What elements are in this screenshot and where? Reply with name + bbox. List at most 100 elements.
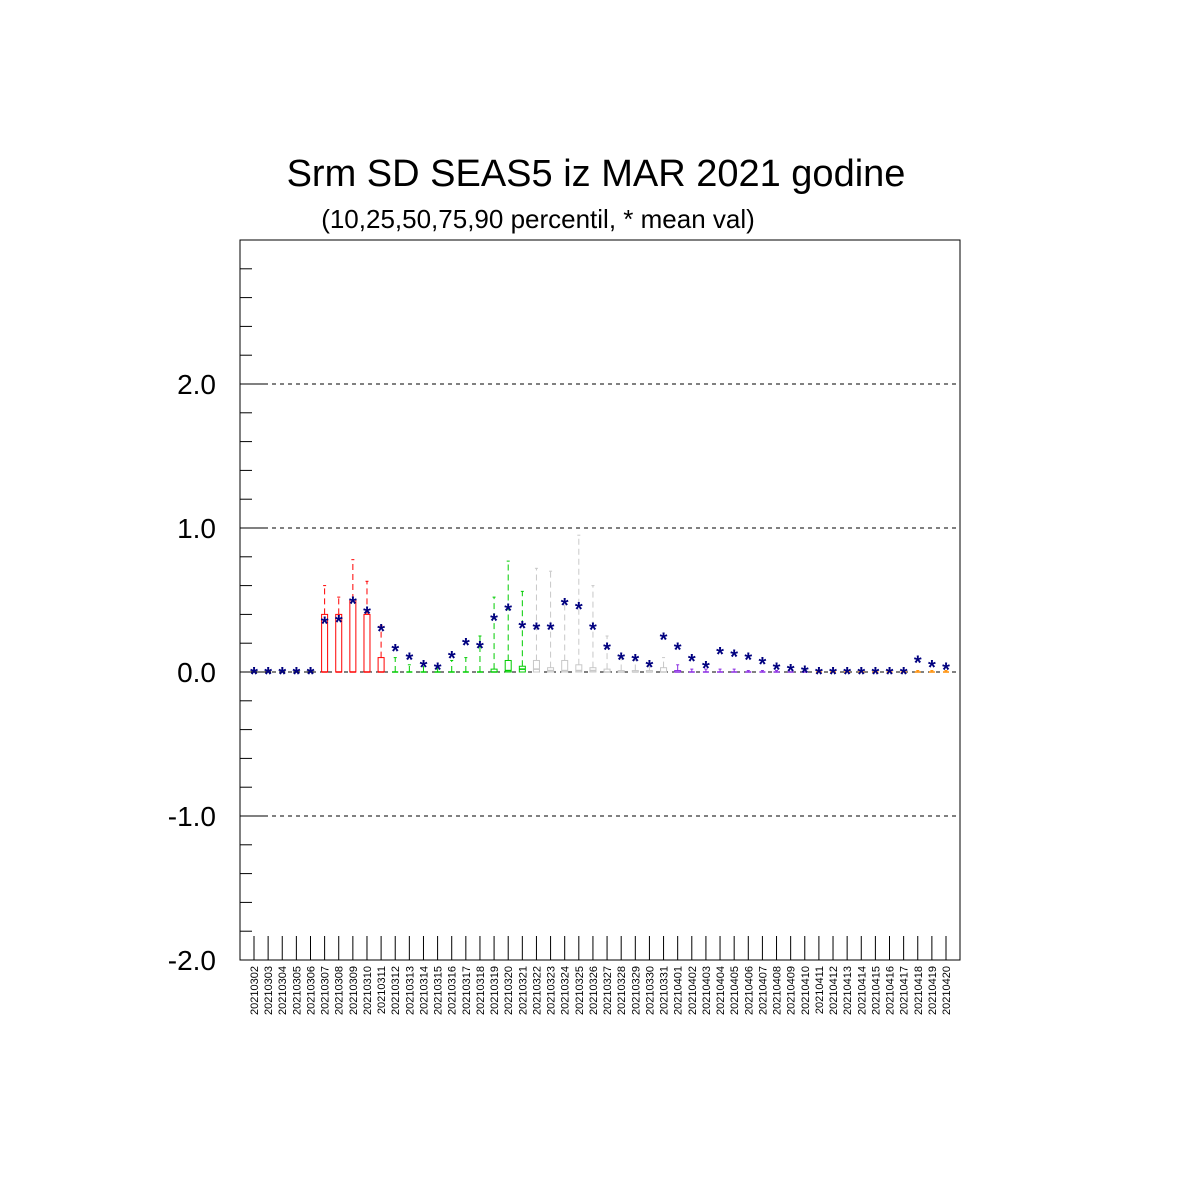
iqr-box [504,659,512,673]
mean-marker: * [377,621,385,643]
x-tick-label: 20210403 [701,966,713,1015]
x-tick-label: 20210407 [757,966,769,1015]
x-tick-label: 20210319 [489,966,501,1015]
x-tick-label: 20210404 [715,966,727,1015]
x-tick-label: 20210303 [263,966,275,1015]
mean-marker: * [278,664,286,686]
y-tick-label: 2.0 [177,369,216,400]
box-20210403 [702,668,709,673]
box-20210323 [547,570,555,673]
box-20210330 [645,664,653,673]
box-20210407 [759,670,766,673]
box-20210418 [914,670,921,673]
mean-marker: * [476,638,484,660]
x-tick-label: 20210411 [814,966,826,1014]
box-20210308 [335,596,343,673]
box-20210319 [490,596,498,673]
x-tick-label: 20210416 [885,966,897,1015]
x-tick-label: 20210324 [560,966,572,1015]
mean-marker: * [561,595,569,617]
mean-marker: * [292,664,300,686]
y-tick-label: 0.0 [177,657,216,688]
x-tick-label: 20210419 [927,966,939,1015]
box-20210329 [631,659,639,673]
box-20210328 [617,657,625,673]
mean-marker: * [928,657,936,679]
mean-marker: * [759,654,767,676]
mean-marker: * [730,647,738,669]
plot-frame [239,239,961,961]
box-20210324 [561,602,569,673]
mean-marker: * [787,661,795,683]
box-20210310 [363,580,371,673]
x-tick-label: 20210318 [475,966,487,1015]
mean-marker: * [617,650,625,672]
iqr-box [377,657,385,673]
box-20210309 [349,559,357,673]
mean-marker: * [391,641,399,663]
x-tick-label: 20210313 [404,966,416,1015]
mean-marker: * [744,650,752,672]
x-tick-label: 20210330 [644,966,656,1015]
box-20210321 [518,590,526,673]
mean-marker: * [857,664,865,686]
box-20210405 [731,668,738,673]
x-tick-label: 20210410 [800,966,812,1015]
x-tick-label: 20210402 [687,966,699,1015]
mean-marker: * [490,611,498,633]
mean-marker: * [518,618,526,640]
mean-marker: * [660,629,668,651]
x-tick-label: 20210412 [828,966,840,1015]
x-tick-label: 20210306 [305,966,317,1015]
x-tick-label: 20210325 [574,966,586,1015]
mean-marker: * [420,657,428,679]
mean-marker: * [815,664,823,686]
x-tick-label: 20210312 [390,966,402,1015]
mean-marker: * [575,599,583,621]
mean-marker: * [504,601,512,623]
mean-marker: * [900,664,908,686]
x-tick-label: 20210331 [659,966,671,1015]
y-tick-label: 1.0 [177,513,216,544]
x-tick-label: 20210305 [291,966,303,1015]
mean-marker: * [773,660,781,682]
x-tick-label: 20210409 [786,966,798,1015]
mean-marker: * [688,651,696,673]
mean-marker: * [250,664,258,686]
box-20210314 [420,664,427,673]
x-tick-label: 20210321 [517,966,529,1015]
chart-subtitle: (10,25,50,75,90 percentil, * mean val) [321,204,755,234]
mean-marker: * [942,660,950,682]
box-20210331 [660,657,668,673]
x-tick-label: 20210311 [376,966,388,1014]
x-tick-label: 20210320 [503,966,515,1015]
mean-marker: * [405,650,413,672]
iqr-box [575,664,583,673]
y-tick-labels: 2.0 1.0 0.0 -1.0 -2.0 [168,369,216,976]
box-20210419 [928,670,935,673]
x-tick-label: 20210302 [249,966,261,1015]
mean-marker: * [914,652,922,674]
box-20210316 [448,659,455,673]
chart-title: Srm SD SEAS5 iz MAR 2021 godine [287,153,906,195]
mean-marker: * [321,614,329,636]
iqr-box [532,659,540,673]
box-20210311 [377,625,385,673]
mean-marker: * [363,604,371,626]
x-tick-label: 20210420 [941,966,953,1015]
box-20210315 [434,667,441,673]
x-tick-label: 20210408 [772,966,784,1015]
gridlines [240,383,960,817]
mean-marker: * [307,664,315,686]
x-tick-label: 20210418 [913,966,925,1015]
mean-marker: * [349,593,357,615]
box-20210325 [575,534,583,673]
x-tick-label: 20210309 [348,966,360,1015]
axes [240,268,947,961]
x-tick-label: 20210326 [588,966,600,1015]
x-tick-label: 20210327 [602,966,614,1015]
box-20210322 [532,567,540,673]
y-tick-label: -2.0 [168,945,216,976]
mean-marker: * [631,651,639,673]
